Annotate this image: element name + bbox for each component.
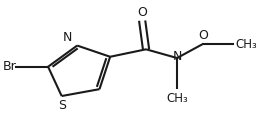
Text: CH₃: CH₃ xyxy=(166,92,188,105)
Text: O: O xyxy=(198,29,208,42)
Text: N: N xyxy=(63,31,72,44)
Text: O: O xyxy=(137,6,147,19)
Text: S: S xyxy=(58,99,66,112)
Text: N: N xyxy=(172,50,182,63)
Text: CH₃: CH₃ xyxy=(235,38,257,51)
Text: Br: Br xyxy=(2,60,16,73)
